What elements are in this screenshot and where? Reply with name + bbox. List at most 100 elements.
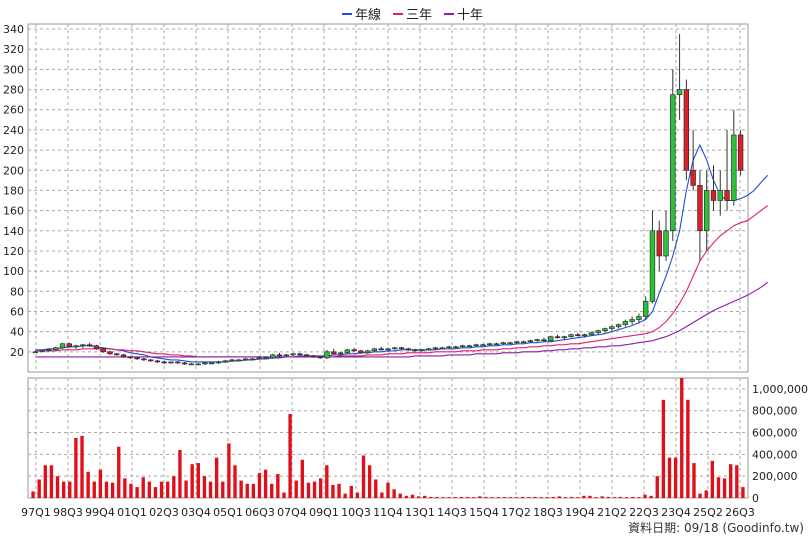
volume-bar — [465, 496, 470, 498]
volume-bar — [563, 497, 568, 498]
volume-bar — [692, 463, 696, 498]
candle — [690, 129, 696, 191]
candle-body — [270, 354, 276, 359]
x-tick-label: 10Q3 — [341, 506, 371, 519]
candle — [541, 337, 547, 342]
candle-body — [622, 321, 629, 325]
volume-bar — [520, 496, 525, 498]
x-tick-label: 21Q2 — [597, 506, 627, 519]
candle-body — [385, 348, 391, 351]
candle — [636, 313, 642, 324]
volume-bar — [123, 478, 127, 498]
volume-bar — [92, 481, 96, 498]
x-tick-label: 25Q2 — [693, 506, 723, 519]
volume-bar — [680, 378, 684, 498]
candle-body — [229, 359, 235, 362]
candle — [581, 333, 588, 338]
volume-bar — [43, 465, 47, 498]
volume-bar — [367, 465, 372, 498]
price-tick-label: 160 — [3, 205, 24, 218]
volume-bar — [539, 497, 543, 498]
volume-bar — [545, 497, 549, 498]
candle — [222, 359, 228, 363]
volume-bar — [282, 492, 286, 498]
candle-body — [66, 343, 72, 348]
candle-body — [141, 358, 147, 361]
volume-bar — [404, 495, 409, 498]
volume-bar — [86, 471, 90, 498]
volume-bar — [129, 483, 133, 498]
volume-bar — [276, 474, 280, 498]
volume-bar — [74, 438, 78, 498]
volume-bar — [319, 478, 323, 498]
candle — [270, 353, 276, 359]
price-tick-label: 320 — [3, 43, 24, 56]
candle-body — [242, 358, 249, 361]
legend-label: 十年 — [457, 8, 483, 23]
candle-body — [73, 345, 79, 348]
candle — [331, 348, 337, 355]
candle-body — [507, 342, 513, 345]
candle-body — [683, 89, 690, 171]
candle — [154, 359, 161, 363]
volume-bar — [447, 497, 451, 498]
volume-bar — [471, 497, 476, 498]
volume-bar — [239, 480, 243, 498]
price-tick-label: 200 — [3, 164, 24, 177]
candle-body — [520, 341, 527, 344]
volume-bar — [698, 493, 702, 498]
candle-body — [331, 351, 337, 355]
volume-bar — [508, 497, 513, 498]
candle — [609, 325, 615, 331]
price-tick-label: 220 — [3, 144, 24, 157]
candle-body — [39, 350, 45, 353]
x-tick-label: 07Q4 — [277, 506, 307, 519]
volume-bar — [429, 496, 433, 498]
candle — [53, 346, 59, 351]
candle — [419, 348, 425, 352]
volume-bar — [594, 497, 598, 498]
volume-bar — [312, 481, 317, 498]
volume-bar — [331, 484, 335, 498]
candle-body — [446, 346, 452, 349]
candle — [656, 220, 662, 272]
volume-bar — [117, 446, 121, 498]
candle-body — [731, 134, 737, 201]
candle — [724, 129, 730, 211]
volume-tick-label: 0 — [752, 492, 759, 505]
candle — [500, 341, 506, 345]
volume-bar — [31, 491, 35, 498]
candle — [39, 349, 45, 353]
candle — [588, 331, 595, 336]
candle — [704, 170, 710, 251]
x-tick-label: 13Q1 — [405, 506, 435, 519]
candle-body — [609, 326, 615, 329]
candle-body — [615, 324, 622, 327]
price-tick-label: 240 — [3, 124, 24, 137]
candle — [195, 362, 201, 366]
candle-body — [717, 190, 723, 201]
volume-bar — [722, 478, 727, 498]
candle — [412, 348, 418, 352]
x-tick-label: 14Q3 — [437, 506, 467, 519]
volume-bar — [459, 496, 464, 498]
candle — [602, 327, 608, 333]
candle-body — [426, 348, 432, 351]
volume-bar — [741, 487, 745, 498]
volume-bar — [325, 465, 329, 498]
candle-body — [636, 316, 642, 320]
candle-body — [419, 349, 425, 352]
candle — [731, 109, 737, 206]
candle-body — [263, 357, 269, 360]
volume-bar — [600, 496, 604, 498]
candle — [426, 347, 432, 351]
candle-body — [487, 343, 493, 346]
candle — [710, 165, 717, 211]
candle-body — [629, 319, 635, 322]
candle — [161, 360, 167, 364]
candle — [466, 344, 473, 348]
candle-body — [480, 344, 486, 347]
volume-bar — [306, 482, 311, 498]
